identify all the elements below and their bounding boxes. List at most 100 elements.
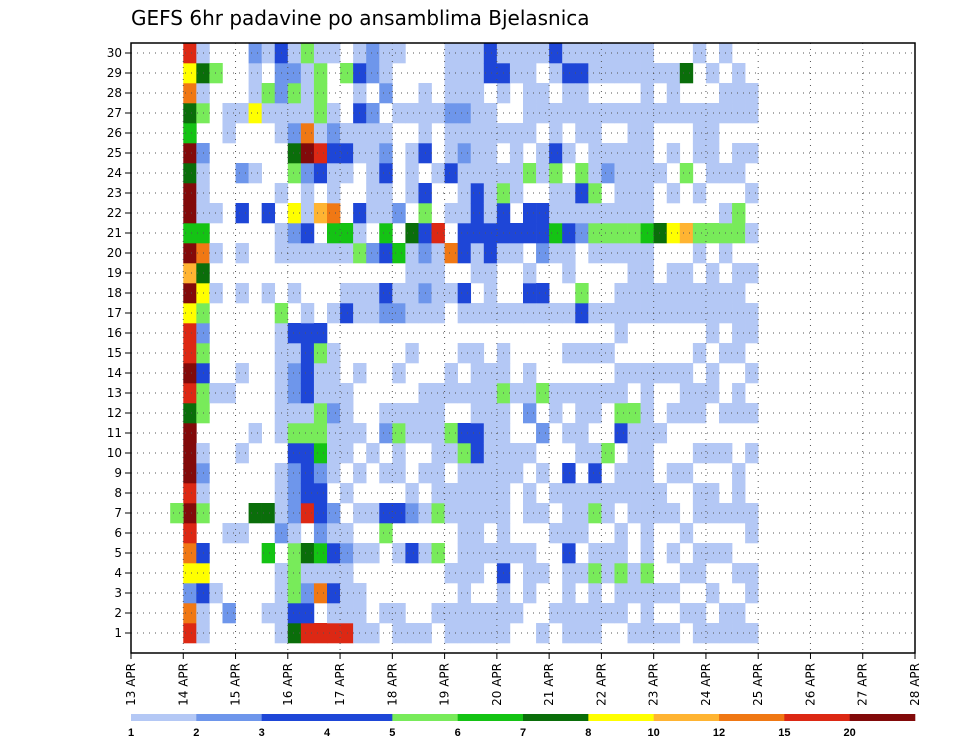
heatmap-cell (431, 423, 445, 444)
heatmap-cell (313, 63, 328, 84)
heatmap-cell (392, 103, 406, 124)
plot-frame (130, 42, 916, 654)
heatmap-cell (444, 43, 458, 64)
heatmap-cell (457, 623, 472, 644)
heatmap-cell (536, 623, 550, 644)
heatmap-cell (653, 303, 668, 324)
heatmap-cell (601, 243, 615, 264)
heatmap-cell (327, 203, 341, 224)
heatmap-cell (705, 483, 720, 504)
heatmap-cell (588, 103, 602, 124)
y-tick-label: 15 (107, 346, 122, 360)
heatmap-cell (287, 123, 302, 144)
heatmap-cell (627, 263, 641, 284)
colorbar-label: 6 (455, 727, 461, 739)
heatmap-cell (470, 123, 485, 144)
heatmap-cell (679, 283, 694, 304)
heatmap-cell (457, 143, 472, 164)
heatmap-cell (483, 163, 498, 184)
heatmap-cell (340, 383, 354, 404)
heatmap-cell (627, 223, 641, 244)
heatmap-cell (562, 43, 576, 64)
heatmap-cell (745, 323, 759, 344)
heatmap-cell (549, 483, 563, 504)
heatmap-cell (588, 303, 602, 324)
heatmap-cell (627, 43, 641, 64)
heatmap-cell (653, 423, 668, 444)
heatmap-cell (287, 363, 302, 384)
colorbar-label: 3 (259, 727, 265, 739)
heatmap-cell (300, 123, 315, 144)
heatmap-cell (614, 183, 628, 204)
heatmap-cell (692, 243, 707, 264)
heatmap-cell (692, 543, 707, 564)
heatmap-cell (392, 443, 406, 464)
x-tick-label: 15 APR (229, 663, 243, 706)
heatmap-cell (313, 563, 328, 584)
heatmap-cell (300, 583, 315, 604)
heatmap-cell (483, 623, 498, 644)
heatmap-cell (588, 483, 602, 504)
heatmap-cell (601, 163, 615, 184)
heatmap-cell (327, 443, 341, 464)
heatmap-cell (601, 563, 615, 584)
heatmap-cell (392, 623, 406, 644)
heatmap-cell (470, 523, 485, 544)
heatmap-cell (483, 243, 498, 264)
heatmap-cell (444, 603, 458, 624)
heatmap-cell (562, 603, 576, 624)
heatmap-cell (562, 623, 576, 644)
heatmap-cell (183, 483, 197, 504)
heatmap-cell (261, 43, 276, 64)
heatmap-cell (183, 323, 197, 344)
heatmap-cell (679, 103, 694, 124)
heatmap-cells (170, 43, 759, 644)
heatmap-cell (614, 203, 628, 224)
heatmap-cell (666, 363, 681, 384)
heatmap-cell (313, 363, 328, 384)
heatmap-cell (313, 403, 328, 424)
colorbar-segment (588, 714, 654, 721)
heatmap-cell (523, 163, 537, 184)
heatmap-cell (366, 63, 380, 84)
heatmap-cell (562, 483, 576, 504)
heatmap-cell (287, 103, 302, 124)
heatmap-cell (745, 403, 759, 424)
heatmap-cell (732, 303, 746, 324)
x-tick-label: 27 APR (856, 663, 870, 706)
heatmap-cell (248, 163, 262, 184)
heatmap-cell (457, 43, 472, 64)
heatmap-cell (627, 443, 641, 464)
heatmap-cell (562, 463, 576, 484)
heatmap-cell (601, 443, 615, 464)
heatmap-cell (183, 103, 197, 124)
heatmap-cell (287, 203, 302, 224)
heatmap-cell (248, 423, 262, 444)
heatmap-cell (327, 183, 341, 204)
heatmap-cell (248, 83, 262, 104)
heatmap-cell (705, 443, 720, 464)
heatmap-cell (405, 243, 419, 264)
heatmap-cell (313, 203, 328, 224)
heatmap-cell (457, 603, 472, 624)
heatmap-cell (287, 503, 302, 524)
heatmap-cell (666, 503, 681, 524)
heatmap-cell (235, 203, 249, 224)
heatmap-cell (287, 623, 302, 644)
heatmap-cell (732, 163, 746, 184)
heatmap-cell (523, 503, 537, 524)
heatmap-cell (588, 203, 602, 224)
heatmap-cell (614, 43, 628, 64)
heatmap-cell (366, 303, 380, 324)
heatmap-cell (313, 83, 328, 104)
heatmap-cell (653, 223, 668, 244)
heatmap-cell (509, 183, 524, 204)
heatmap-cell (666, 463, 681, 484)
y-tick-label: 2 (114, 606, 122, 620)
heatmap-cell (222, 383, 236, 404)
heatmap-cell (523, 43, 537, 64)
heatmap-cell (248, 103, 262, 124)
heatmap-cell (209, 283, 223, 304)
heatmap-cell (300, 243, 315, 264)
heatmap-cell (614, 563, 628, 584)
